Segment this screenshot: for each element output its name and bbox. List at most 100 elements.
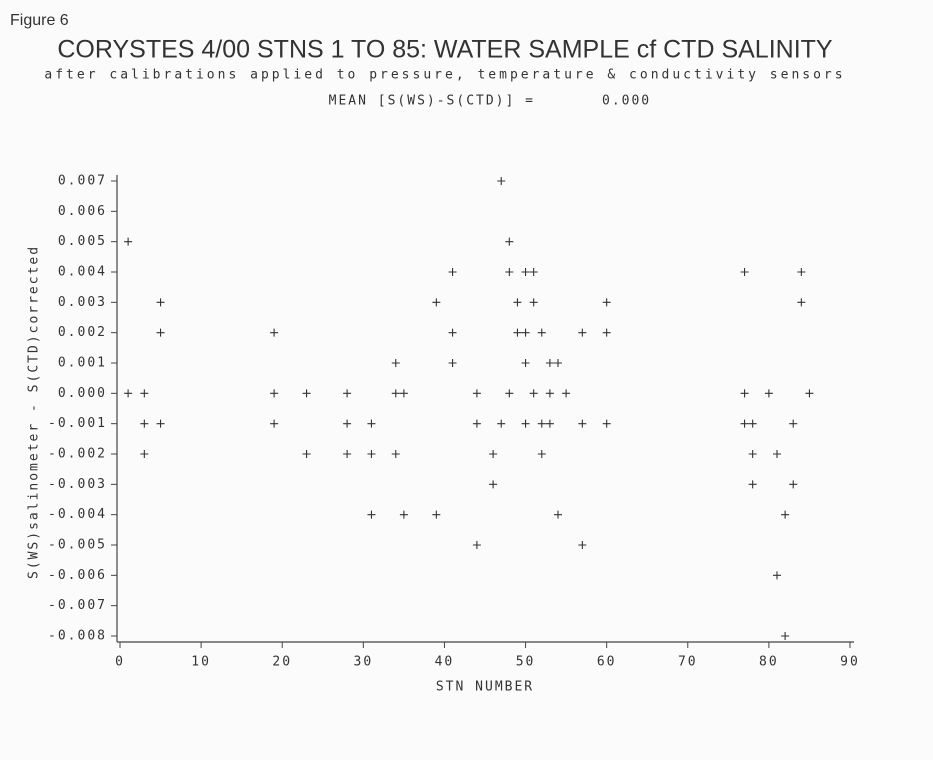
point <box>521 419 530 428</box>
point <box>545 389 554 398</box>
point <box>602 328 611 337</box>
x-tick-label: 50 <box>516 655 536 670</box>
point <box>773 571 781 580</box>
point <box>505 268 514 276</box>
point <box>399 510 408 519</box>
point <box>578 419 587 428</box>
x-tick-label: 20 <box>272 655 292 670</box>
point <box>545 359 554 367</box>
point <box>343 419 352 428</box>
y-tick-label: 0.003 <box>58 295 107 310</box>
point <box>797 298 806 307</box>
point <box>537 450 546 458</box>
chart-title: CORYSTES 4/00 STNS 1 TO 85: WATER SAMPLE… <box>57 36 833 64</box>
point <box>472 541 481 549</box>
point <box>529 268 538 276</box>
point <box>773 450 781 458</box>
x-tick-label: 90 <box>840 655 860 670</box>
point <box>602 419 611 428</box>
point <box>472 389 481 398</box>
point <box>399 389 408 398</box>
point <box>748 419 757 428</box>
chart-subtitle: after calibrations applied to pressure, … <box>44 68 845 83</box>
y-tick-label: 0.006 <box>58 204 107 219</box>
point <box>270 389 279 398</box>
point <box>537 419 546 428</box>
point <box>554 510 562 519</box>
point <box>489 480 498 489</box>
y-tick-label: -0.002 <box>48 447 107 462</box>
point <box>545 419 554 428</box>
point <box>521 328 530 337</box>
point <box>156 298 165 307</box>
point <box>529 298 538 307</box>
point <box>472 419 481 428</box>
point <box>505 389 514 398</box>
point <box>432 298 441 307</box>
point <box>554 359 562 367</box>
x-tick-label: 30 <box>354 655 374 670</box>
point <box>391 359 400 367</box>
point <box>156 419 165 428</box>
point <box>432 510 441 519</box>
point <box>748 450 757 458</box>
y-tick-label: 0.002 <box>58 325 107 340</box>
annotation-value: 0.000 <box>602 94 651 109</box>
point <box>302 389 311 398</box>
x-tick-label: 80 <box>759 655 779 670</box>
point <box>521 268 530 276</box>
point <box>448 268 457 276</box>
point <box>270 419 279 428</box>
point <box>789 480 798 489</box>
annotation-label: MEAN [S(WS)-S(CTD)] = <box>329 94 535 109</box>
point <box>343 450 352 458</box>
x-tick-label: 10 <box>191 655 211 670</box>
point <box>740 268 749 276</box>
y-tick-label: -0.005 <box>48 538 107 553</box>
point <box>448 359 457 367</box>
point <box>391 450 400 458</box>
y-tick-label: -0.008 <box>48 629 107 644</box>
point <box>124 389 133 398</box>
point <box>602 298 611 307</box>
x-tick-label: 40 <box>435 655 455 670</box>
y-tick-label: -0.004 <box>48 507 107 522</box>
point <box>448 328 457 337</box>
point <box>740 389 749 398</box>
point <box>343 389 352 398</box>
x-axis-label: STN NUMBER <box>436 680 534 695</box>
point <box>578 328 587 337</box>
point <box>140 389 149 398</box>
point <box>140 450 149 458</box>
point <box>789 419 798 428</box>
point <box>740 419 749 428</box>
y-tick-label: 0.001 <box>58 356 107 371</box>
point <box>805 389 814 398</box>
point <box>367 510 376 519</box>
point <box>489 450 498 458</box>
point <box>367 419 376 428</box>
point <box>497 177 506 185</box>
y-tick-label: 0.005 <box>58 234 107 249</box>
point <box>797 268 806 276</box>
point <box>505 237 514 246</box>
point <box>513 328 522 337</box>
x-tick-label: 0 <box>115 655 125 670</box>
point <box>562 389 571 398</box>
y-tick-label: 0.007 <box>58 174 107 189</box>
point <box>781 510 790 519</box>
point <box>781 632 790 640</box>
y-tick-label: -0.003 <box>48 477 107 492</box>
point <box>529 389 538 398</box>
y-tick-label: -0.007 <box>48 598 107 613</box>
point <box>302 450 311 458</box>
point <box>270 328 279 337</box>
point <box>367 450 376 458</box>
point <box>578 541 587 549</box>
y-tick-label: -0.006 <box>48 568 107 583</box>
point <box>513 298 522 307</box>
y-tick-label: -0.001 <box>48 416 107 431</box>
y-tick-label: 0.004 <box>58 265 107 280</box>
point <box>497 419 506 428</box>
